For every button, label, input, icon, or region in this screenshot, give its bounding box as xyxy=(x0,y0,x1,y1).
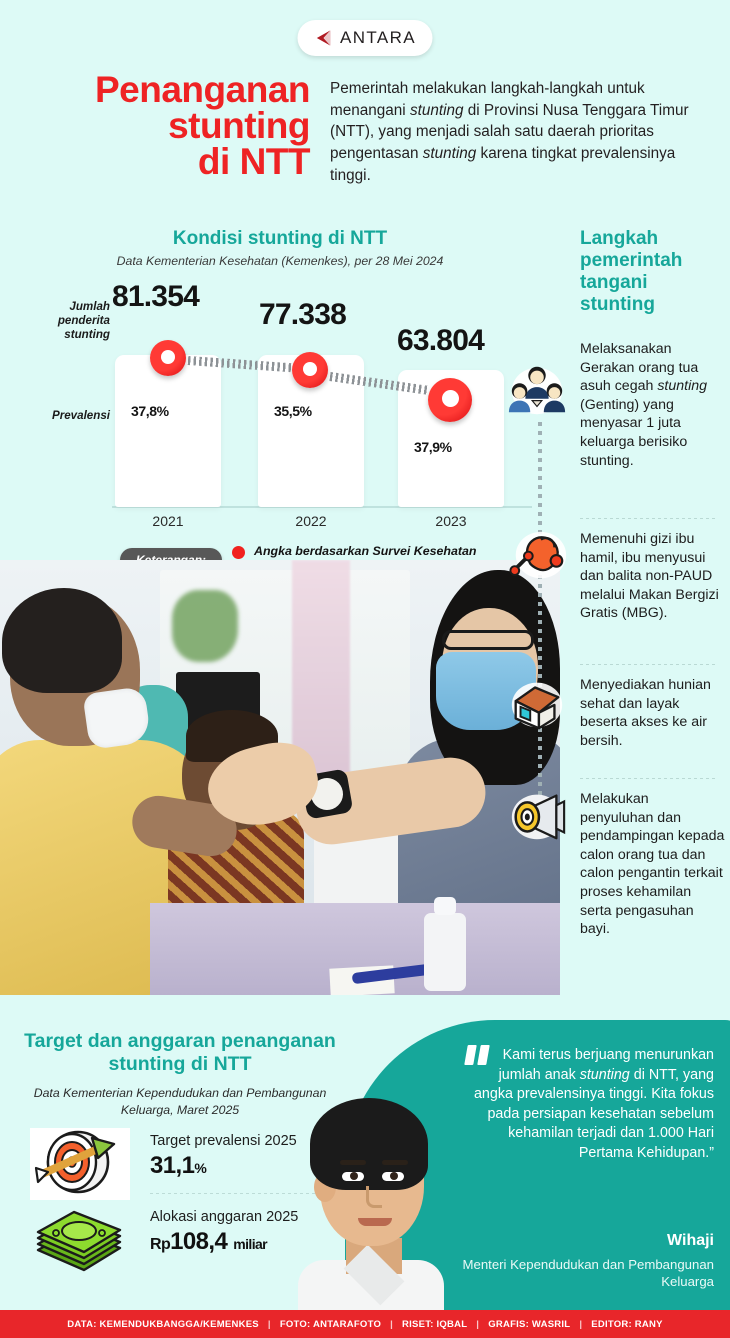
antara-triangle-logo-icon xyxy=(314,28,334,48)
portrait-hair xyxy=(310,1098,428,1190)
portrait-pupil xyxy=(390,1172,398,1180)
minister-portrait xyxy=(296,1098,446,1310)
kpi-number: 31,1 xyxy=(150,1152,195,1180)
money-stack-icon xyxy=(30,1206,130,1278)
pct-value: 35,5 xyxy=(274,403,300,419)
page-title-line-3: di NTT xyxy=(197,140,311,182)
step-divider xyxy=(580,664,716,665)
legend-bullet-icon xyxy=(232,546,245,559)
credit-photo: FOTO: ANTARAFOTO xyxy=(279,1318,382,1330)
credits-footer: DATA: KEMENDUKBANGGA/KEMENKES | FOTO: AN… xyxy=(0,1310,730,1338)
portrait-mouth xyxy=(358,1218,392,1226)
antara-logo-text: ANTARA xyxy=(339,28,417,47)
chart-title: Kondisi stunting di NTT xyxy=(172,228,388,249)
portrait-eyebrow xyxy=(382,1160,408,1165)
photo-sanitizer-bottle xyxy=(424,897,466,991)
people-group-icon xyxy=(506,358,568,420)
photo-health-checkup xyxy=(0,560,560,995)
photo-foliage xyxy=(172,590,238,662)
kpi-number: 108,4 xyxy=(170,1228,228,1256)
page-lede: Pemerintah melakukan langkah-langkah unt… xyxy=(330,80,689,184)
kpi-budget: Alokasi anggaran 2025 Rp108,4 miliar xyxy=(150,1208,298,1256)
credit-editor: EDITOR: RANY xyxy=(591,1318,663,1330)
chart-row-label-count: Jumlah penderita stunting xyxy=(57,300,110,342)
chart-marker-dot xyxy=(428,378,472,422)
chart-count-label: 81.354 xyxy=(112,280,200,313)
bottom-title: Target dan anggaran penanganan stunting … xyxy=(24,1030,336,1076)
credit-separator: | xyxy=(267,1318,271,1330)
kpi-unit: miliar xyxy=(233,1236,268,1253)
page-title: Penanganan stunting di NTT xyxy=(20,69,311,182)
credit-separator: | xyxy=(390,1318,394,1330)
pct-value: 37,9 xyxy=(414,439,440,455)
chart-prevalence-label: 37,9% xyxy=(414,439,452,455)
chart-bar xyxy=(115,355,221,507)
kpi-currency-prefix: Rp xyxy=(150,1236,171,1254)
chart-subtitle: Data Kementerian Kesehatan (Kemenkes), p… xyxy=(116,254,444,268)
chart-count-label: 63.804 xyxy=(397,324,485,357)
photo-nurse-glasses xyxy=(442,630,534,650)
steps-dotted-connector xyxy=(538,422,542,822)
kpi-label: Alokasi anggaran 2025 xyxy=(150,1209,299,1225)
kpi-value: 31,1% xyxy=(150,1152,297,1180)
quote-author-role: Menteri Kependudukan dan Pembangunan Kel… xyxy=(462,1257,715,1290)
step-text: Melakukan penyuluhan dan pendampingan ke… xyxy=(580,791,725,938)
chart-plot-area: 81.354 77.338 63.804 37,8% 35,5% 37,9% 2… xyxy=(112,280,532,529)
kpi-label: Target prevalensi 2025 xyxy=(150,1133,297,1149)
credit-separator: | xyxy=(579,1318,583,1330)
chart-x-tick: 2021 xyxy=(152,513,184,529)
meat-food-icon xyxy=(508,526,570,588)
chart-x-tick: 2022 xyxy=(295,513,327,529)
quote-author-name: Wihaji xyxy=(667,1232,714,1249)
antara-logo: ANTARA xyxy=(297,20,433,56)
steps-title: Langkah pemerintah tangani stunting xyxy=(580,228,683,316)
chart-prevalence-label: 35,5% xyxy=(274,403,312,419)
credit-graphics: GRAFIS: WASRIL xyxy=(488,1318,571,1330)
quote-text: Kami terus berjuang menurunkan jumlah an… xyxy=(473,1047,714,1161)
page-title-line-1: Penanganan xyxy=(95,69,311,110)
target-arrow-icon xyxy=(30,1128,130,1200)
kpi-divider xyxy=(150,1193,330,1194)
kpi-value: Rp108,4 miliar xyxy=(150,1228,298,1256)
portrait-nose xyxy=(366,1186,382,1208)
pct-value: 37,8 xyxy=(131,403,157,419)
house-icon xyxy=(506,672,568,734)
kpi-unit: % xyxy=(194,1160,207,1177)
portrait-pupil xyxy=(350,1172,358,1180)
credit-data: DATA: KEMENDUKBANGGA/KEMENKES xyxy=(67,1318,259,1330)
step-divider xyxy=(580,518,716,519)
credit-research: RISET: IQBAL xyxy=(402,1318,468,1330)
portrait-eyebrow xyxy=(340,1160,366,1165)
chart-count-label: 77.338 xyxy=(259,298,347,331)
photo-mother-hair xyxy=(2,588,122,693)
credit-separator: | xyxy=(476,1318,480,1330)
chart-marker-dot xyxy=(150,340,186,376)
megaphone-icon xyxy=(506,784,568,846)
chart-x-tick: 2023 xyxy=(435,513,467,529)
kpi-target: Target prevalensi 2025 31,1% xyxy=(150,1132,297,1180)
chart-prevalence-label: 37,8% xyxy=(131,403,169,419)
bottom-subtitle: Data Kementerian Kependudukan dan Pemban… xyxy=(33,1086,327,1117)
chart-row-label-prevalence: Prevalensi xyxy=(51,409,110,422)
chart-axis-line xyxy=(112,506,532,508)
step-text: Memenuhi gizi ibu hamil, ibu menyusui da… xyxy=(580,531,719,622)
step-text: Melaksanakan Gerakan orang tua asuh cega… xyxy=(580,341,708,469)
step-text: Menyediakan hunian sehat dan layak beser… xyxy=(580,677,711,749)
step-divider xyxy=(580,778,716,779)
page-title-line-2: stunting xyxy=(168,104,310,146)
chart-marker-dot xyxy=(292,352,328,388)
